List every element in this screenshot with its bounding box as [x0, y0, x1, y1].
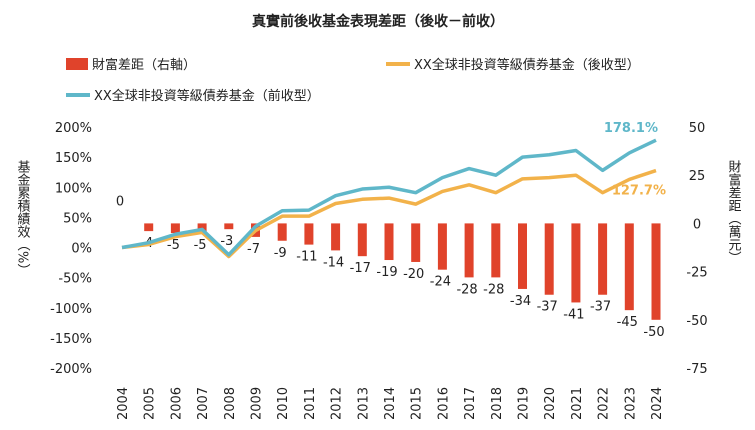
legend-swatch-gap [66, 58, 88, 70]
gap-bar-value-label: -17 [350, 261, 371, 276]
y-left-tick-label: 100% [55, 181, 92, 196]
end-labels: 178.1% 127.7% [604, 121, 666, 198]
gap-bar [571, 223, 581, 303]
line-front-load [121, 138, 657, 257]
x-tick-label: 2015 [410, 387, 425, 420]
x-tick-label: 2017 [463, 387, 478, 420]
gap-bar [224, 223, 234, 230]
y-right-ticks: 50 25 0 -25 -50 -75 [686, 121, 707, 377]
end-label-front-load: 178.1% [604, 121, 658, 136]
gap-bar-value-label: -11 [296, 250, 317, 265]
gap-bar-value-label: -41 [563, 307, 584, 322]
y-right-label: 財富差距（萬元） [726, 160, 742, 264]
gap-bar-value-label: -28 [456, 282, 477, 297]
gap-bar-value-label: -5 [194, 238, 207, 253]
gap-bar [544, 223, 554, 295]
gap-bar [624, 223, 634, 311]
legend: 財富差距（右軸） XX全球非投資等級債券基金（後收型） XX全球非投資等級債券基… [66, 57, 640, 104]
y-left-tick-label: -200% [50, 362, 92, 377]
gap-bar-value-label: -7 [247, 242, 260, 257]
y-right-tick-label: -75 [686, 362, 707, 377]
x-tick-label: 2005 [143, 387, 158, 420]
gap-bar [491, 223, 501, 278]
y-left-tick-label: 50% [63, 211, 92, 226]
y-left-label: 基金累積績效（%） [15, 160, 31, 276]
x-tick-label: 2014 [383, 387, 398, 420]
x-tick-label: 2010 [276, 387, 291, 420]
gap-bar [304, 223, 314, 245]
x-tick-label: 2011 [303, 387, 318, 420]
chart-title: 真實前後收基金表現差距（後收－前收） [252, 13, 504, 30]
gap-bar-value-label: -9 [274, 246, 287, 261]
x-tick-label: 2016 [436, 387, 451, 420]
gap-bar [411, 223, 421, 262]
gap-bar [331, 223, 341, 251]
x-tick-label: 2008 [223, 387, 238, 420]
x-ticks: 2004 2005 2006 2007 2008 2009 2010 2011 2012 2013… [116, 387, 665, 420]
gap-bar [518, 223, 527, 289]
legend-label-front-load: XX全球非投資等級債券基金（前收型） [94, 88, 320, 104]
bar-labels: 0-4 -5 -5 -3-7 -9 -11 -14 -17 -19 -20-24-28 -28-34… [116, 194, 665, 339]
gap-bar-value-label: -28 [483, 282, 504, 297]
gap-bar [277, 223, 287, 241]
gap-bar [384, 223, 394, 261]
lines [121, 138, 657, 259]
y-right-tick-label: -25 [686, 266, 707, 281]
x-tick-label: 2021 [570, 387, 585, 420]
x-tick-label: 2020 [543, 387, 558, 420]
gap-bar-value-label: -37 [537, 300, 558, 315]
gap-bar [437, 223, 447, 270]
y-left-tick-label: 0% [71, 242, 92, 257]
gap-bar-value-label: -14 [323, 255, 344, 270]
gap-bar-value-label: -20 [403, 267, 424, 282]
x-tick-label: 2023 [623, 387, 638, 420]
x-tick-label: 2006 [169, 387, 184, 420]
x-tick-label: 2004 [116, 387, 131, 420]
gap-bar [357, 223, 367, 257]
x-tick-label: 2019 [517, 387, 532, 420]
gap-bar [170, 223, 180, 234]
bars-gap [144, 223, 661, 320]
y-left-tick-label: 150% [55, 151, 92, 166]
end-label-back-load: 127.7% [612, 184, 666, 199]
y-right-tick-label: 50 [689, 121, 706, 136]
x-tick-label: 2024 [650, 387, 665, 420]
y-left-tick-label: -50% [58, 272, 92, 287]
gap-bar [651, 223, 661, 320]
y-right-tick-label: 25 [689, 169, 706, 184]
gap-bar-value-label: -34 [510, 294, 531, 309]
gap-bar-value-label: -37 [590, 300, 611, 315]
y-right-tick-label: -50 [686, 314, 707, 329]
gap-bar-value-label: 0 [116, 194, 124, 209]
x-tick-label: 2012 [330, 387, 345, 420]
gap-bar-value-label: -19 [376, 265, 397, 280]
gap-bar-value-label: -5 [167, 238, 180, 253]
y-right-tick-label: 0 [693, 217, 701, 232]
gap-bar-value-label: -3 [220, 234, 233, 249]
legend-label-back-load: XX全球非投資等級債券基金（後收型） [414, 57, 640, 73]
x-tick-label: 2007 [196, 387, 211, 420]
x-tick-label: 2009 [250, 387, 265, 420]
y-left-ticks: 200% 150% 100% 50% 0% -50% -100% -150% -200% [50, 121, 92, 377]
x-tick-label: 2018 [490, 387, 505, 420]
line-back-load [121, 168, 657, 259]
gap-bar [464, 223, 474, 278]
y-left-tick-label: -100% [50, 302, 92, 317]
x-tick-label: 2013 [356, 387, 371, 420]
gap-bar [598, 223, 608, 295]
y-left-tick-label: -150% [50, 332, 92, 347]
legend-label-gap: 財富差距（右軸） [92, 57, 196, 73]
gap-bar-value-label: -50 [643, 325, 664, 340]
gap-bar [144, 223, 154, 232]
x-tick-label: 2022 [597, 387, 612, 420]
y-left-tick-label: 200% [55, 121, 92, 136]
gap-bar-value-label: -24 [430, 275, 451, 290]
gap-bar-value-label: -45 [617, 315, 638, 330]
